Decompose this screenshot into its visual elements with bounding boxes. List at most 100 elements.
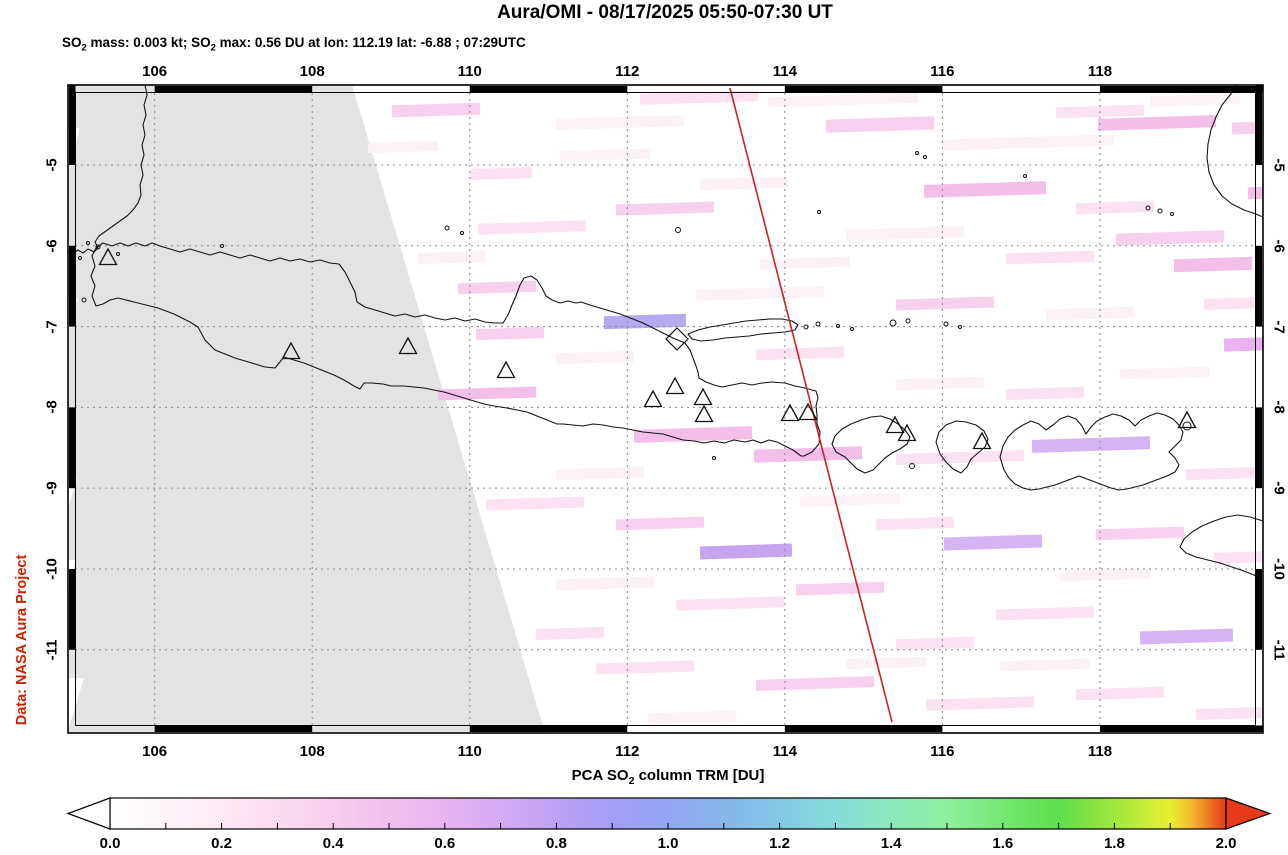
lon-tick-label-bottom: 112 (615, 743, 640, 760)
volcano-marker (643, 389, 663, 408)
swath-stripe (943, 534, 1043, 551)
swath-stripe (1195, 706, 1263, 721)
coastline (90, 242, 821, 457)
swath-stripe (699, 543, 793, 560)
island (915, 151, 919, 155)
island (444, 225, 450, 231)
swath-stripe (559, 148, 651, 162)
swath-stripe (457, 280, 537, 295)
swath-stripe (699, 176, 789, 191)
data-credit-watermark: Data: NASA Aura Project (14, 554, 30, 726)
island (889, 319, 897, 327)
swath-stripe (895, 636, 975, 651)
island (943, 321, 949, 327)
swath-stripe (615, 201, 715, 216)
colorbar-tick-label: 1.8 (1103, 835, 1125, 852)
island (817, 210, 821, 214)
lat-tick-label-right: -5 (1270, 158, 1288, 172)
swath-stripe (603, 313, 687, 330)
lat-tick-label-left: -8 (43, 400, 61, 415)
swath-stripe (1115, 230, 1225, 246)
lat-tick-label-right: -10 (1270, 558, 1288, 580)
map-frame (67, 84, 1264, 734)
swath-stripe (633, 426, 753, 443)
swath-stripe (1203, 297, 1263, 310)
swath-stripe (475, 326, 545, 341)
lon-tick-label-bottom: 106 (142, 743, 168, 760)
island (1182, 421, 1192, 431)
swath-stripe (1005, 250, 1095, 265)
lon-tick-label-top: 110 (457, 63, 482, 80)
lat-tick-label-right: -9 (1270, 481, 1288, 495)
colorbar-overflow-arrow (1225, 797, 1272, 830)
colorbar-tick-label: 0.4 (322, 835, 344, 852)
volcano-marker (1177, 410, 1197, 429)
volcano-marker (281, 341, 301, 360)
swath-stripe (925, 696, 1035, 711)
swath-stripe (391, 102, 481, 118)
lon-tick-label-bottom: 114 (772, 743, 797, 760)
swath-stripe (1005, 386, 1085, 401)
map-area (68, 85, 1263, 733)
colorbar (66, 797, 1272, 830)
swath-stripe (845, 656, 927, 670)
lon-tick-label-top: 118 (1087, 63, 1113, 80)
coastline (831, 415, 911, 474)
colorbar-tick-label: 1.2 (769, 835, 791, 852)
colorbar-tick-label: 0.8 (545, 835, 567, 852)
lon-tick-label-top: 112 (615, 63, 640, 80)
volcano-marker (798, 402, 818, 421)
lat-tick-label-left: -6 (43, 239, 61, 253)
lat-tick-label-right: -11 (1270, 639, 1288, 661)
swath-stripe (535, 626, 605, 641)
volcano-marker (398, 336, 418, 355)
swath-stripe (943, 134, 1115, 151)
lon-tick-label-bottom: 116 (930, 743, 955, 760)
colorbar-underflow-arrow (66, 797, 111, 830)
lat-tick-label-left: -7 (43, 319, 61, 334)
lon-tick-label-bottom: 110 (457, 743, 482, 760)
swath-stripe (1075, 200, 1155, 215)
swath-stripe (477, 220, 587, 235)
island (95, 244, 101, 250)
lat-tick-label-right: -8 (1270, 400, 1288, 415)
swath-stripe (1213, 551, 1263, 564)
colorbar-tick-label: 1.6 (992, 835, 1014, 852)
island (81, 297, 87, 303)
volcano-marker (897, 423, 917, 442)
island (836, 324, 840, 328)
swath-stripe (799, 493, 901, 507)
no-data-region (68, 85, 545, 733)
swath-stripe (555, 350, 635, 365)
volcano-marker (780, 403, 800, 422)
swath-stripe (485, 496, 585, 511)
swath-stripe (367, 140, 439, 154)
swath-stripe (995, 606, 1095, 621)
island (220, 244, 224, 248)
lon-tick-label-bottom: 118 (1087, 743, 1113, 760)
coastline (999, 412, 1184, 491)
volcano-marker (98, 247, 118, 266)
so2-max-marker (665, 327, 689, 351)
swath-stripe (1173, 256, 1253, 273)
coastline (687, 318, 799, 342)
volcano-marker (694, 404, 714, 423)
colorbar-tick-label: 0.2 (211, 835, 233, 852)
lon-tick-label-top: 106 (142, 63, 168, 80)
swath-stripe (1149, 93, 1241, 107)
island (86, 241, 90, 245)
island (675, 227, 681, 233)
plot-subtitle: SO2 mass: 0.003 kt; SO2 max: 0.56 DU at … (62, 35, 526, 54)
swath-stripe (1075, 686, 1165, 701)
island (815, 321, 821, 327)
swath-stripe (1097, 115, 1217, 131)
colorbar-tick-label: 2.0 (1215, 835, 1237, 852)
swath-stripe (875, 516, 955, 531)
lat-tick-label-left: -9 (43, 481, 61, 495)
swath-stripe (555, 466, 645, 481)
swath-stripe (639, 90, 759, 105)
island (905, 318, 911, 324)
swath-stripe (555, 576, 655, 591)
